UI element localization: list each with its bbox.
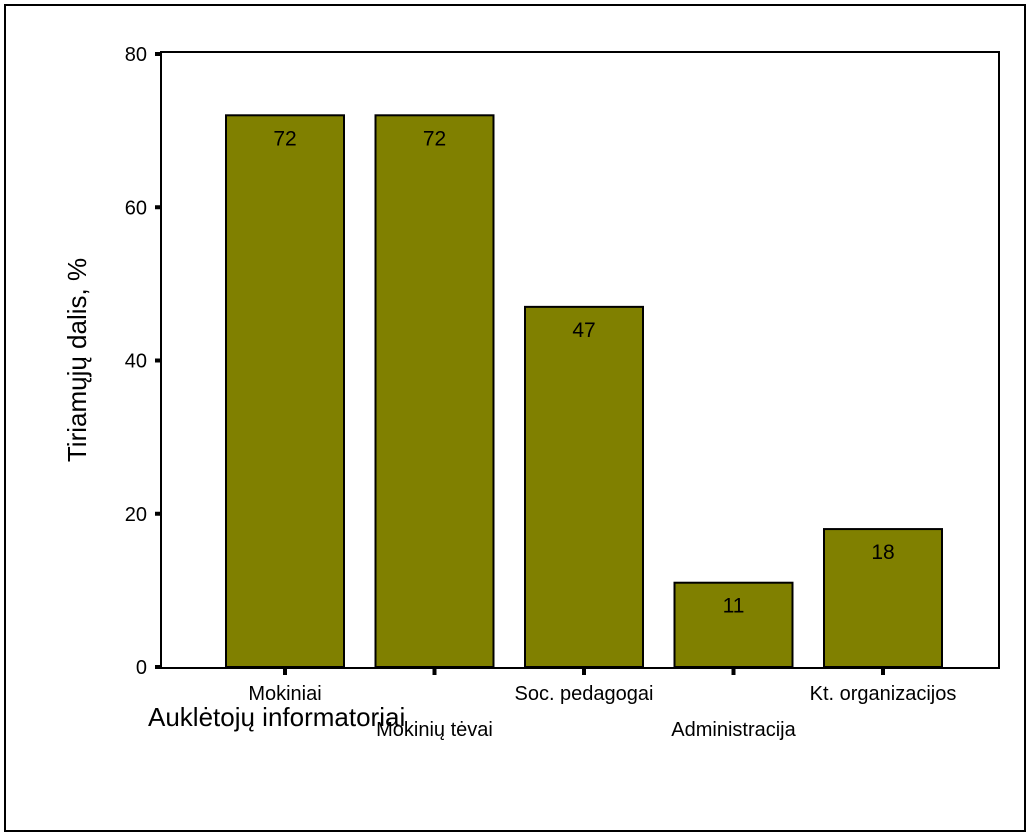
data-label-1: 72 xyxy=(273,127,296,150)
y-tick-label-0: 0 xyxy=(136,657,147,679)
x-tick-1 xyxy=(283,668,287,675)
data-label-4: 11 xyxy=(723,595,745,618)
data-label-2: 72 xyxy=(423,127,446,150)
x-axis: Mokiniai Mokinių tėvai Soc. pedagogai Admin… xyxy=(248,668,956,741)
x-tick-label-1: Mokiniai xyxy=(248,683,321,705)
bar-3 xyxy=(524,305,644,668)
x-tick-5 xyxy=(881,668,885,675)
y-tick-80 xyxy=(155,52,162,56)
bars-layer xyxy=(225,114,943,669)
data-label-5: 18 xyxy=(871,541,894,564)
x-tick-4 xyxy=(731,668,736,675)
bar-2 xyxy=(374,114,495,669)
y-tick-0 xyxy=(155,665,162,669)
y-tick-20 xyxy=(155,511,162,516)
x-tick-label-4: Administracija xyxy=(671,719,796,741)
bar-1 xyxy=(225,114,345,669)
x-tick-label-3: Soc. pedagogai xyxy=(514,683,653,705)
y-tick-60 xyxy=(155,205,162,210)
x-tick-3 xyxy=(582,668,586,675)
y-tick-label-20: 20 xyxy=(125,504,147,526)
data-labels-layer: 72 72 47 11 18 xyxy=(273,127,894,617)
y-tick-label-40: 40 xyxy=(125,351,147,373)
x-axis-title: Auklėtojų informatoriai xyxy=(148,702,406,732)
bar-5 xyxy=(823,528,943,669)
chart-frame xyxy=(4,4,1026,832)
y-tick-label-60: 60 xyxy=(125,197,147,219)
y-axis-title: Tiriamųjų dalis, % xyxy=(62,258,92,462)
data-label-3: 47 xyxy=(572,319,595,342)
x-tick-2 xyxy=(432,668,437,675)
x-tick-label-2: Mokinių tėvai xyxy=(376,719,493,741)
bar-4 xyxy=(673,581,794,669)
y-axis: 0 20 40 60 80 xyxy=(125,44,162,679)
y-tick-40 xyxy=(155,358,162,363)
x-tick-label-5: Kt. organizacijos xyxy=(810,683,957,705)
y-tick-label-80: 80 xyxy=(125,44,147,66)
